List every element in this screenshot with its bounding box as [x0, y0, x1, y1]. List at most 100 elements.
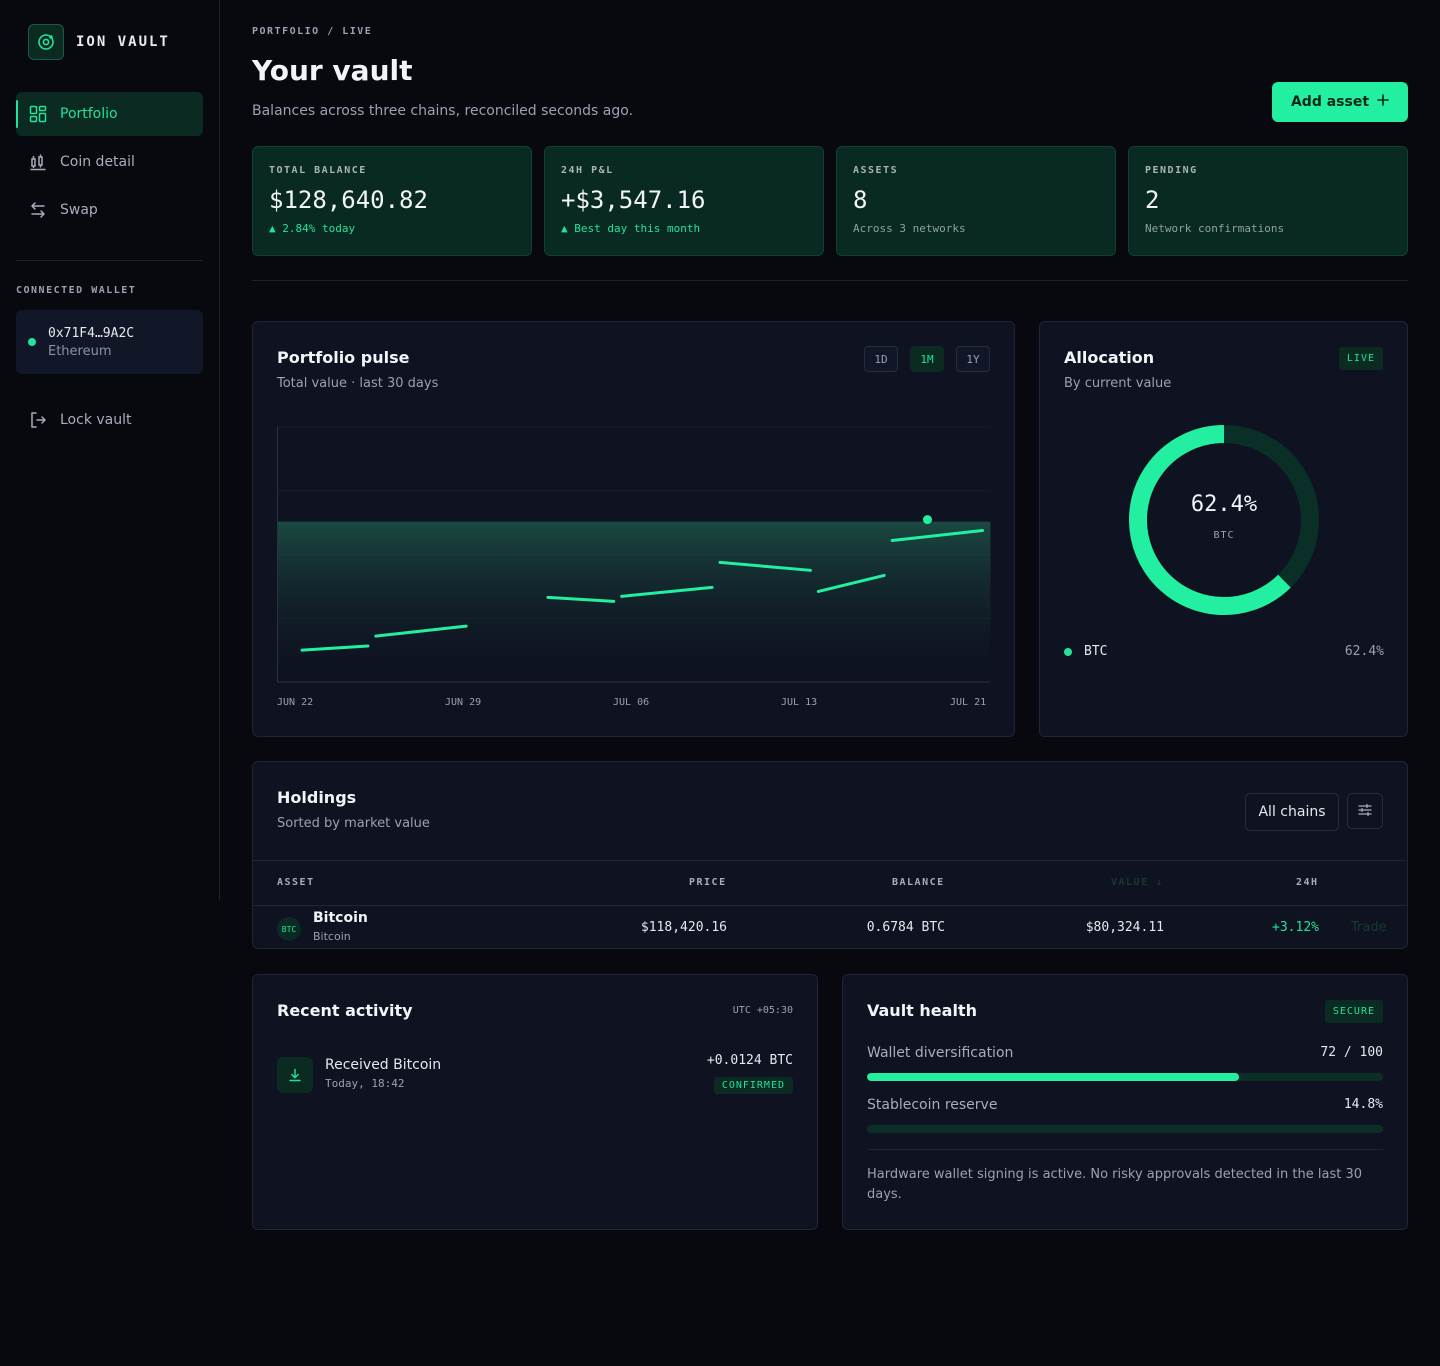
sidebar-item-label: Coin detail: [60, 154, 135, 170]
donut-center-label: BTC: [1213, 530, 1235, 541]
wallet-address: 0x71F4…9A2C: [48, 325, 135, 341]
logout-icon: [28, 410, 48, 430]
sidebar-item-label: Portfolio: [60, 106, 118, 122]
table-header: ASSET PRICE BALANCE VALUE ↓ 24H: [253, 860, 1407, 906]
column-header-balance[interactable]: BALANCE: [892, 877, 945, 888]
stat-value: 2: [1145, 186, 1160, 214]
swap-icon: [28, 200, 48, 220]
sidebar-divider: [16, 260, 203, 261]
add-asset-button[interactable]: Add asset: [1272, 82, 1408, 122]
page-title: Your vault: [252, 54, 413, 87]
line-segment: [816, 573, 886, 593]
stat-note: ▲ Best day this month: [561, 222, 701, 235]
timezone-label: UTC +05:30: [732, 1005, 793, 1016]
asset-value: $80,324.11: [1085, 920, 1164, 935]
recent-activity-card: Recent activity UTC +05:30 Received Bitc…: [252, 974, 818, 1230]
asset-name: Bitcoin: [313, 910, 368, 926]
secure-badge: SECURE: [1324, 1000, 1383, 1023]
add-asset-label: Add asset: [1290, 94, 1370, 110]
stat-card-pnl: 24H P&L +$3,547.16 ▲ Best day this month: [544, 146, 824, 256]
metric-value: 14.8%: [1343, 1097, 1383, 1112]
trade-button[interactable]: Trade: [1351, 920, 1387, 935]
range-1d-button[interactable]: 1D: [864, 346, 898, 372]
column-header-price[interactable]: PRICE: [689, 877, 727, 888]
line-segment: [620, 585, 714, 598]
line-segment: [546, 595, 616, 603]
stat-card-assets: ASSETS 8 Across 3 networks: [836, 146, 1116, 256]
donut-slice-btc: [1129, 425, 1291, 615]
sidebar: ION VAULT Portfolio Coin detail: [0, 0, 220, 900]
portfolio-pulse-card: Portfolio pulse Total value · last 30 da…: [252, 321, 1015, 737]
health-note: Hardware wallet signing is active. No ri…: [867, 1167, 1362, 1202]
section-divider: [252, 280, 1408, 281]
line-segment: [300, 644, 370, 652]
stats-row: TOTAL BALANCE $128,640.82 ▲ 2.84% today …: [252, 146, 1408, 256]
asset-balance: 0.6784 BTC: [866, 920, 945, 935]
health-metric-stablecoin: Stablecoin reserve 14.8%: [867, 1097, 1383, 1133]
legend-name: BTC: [1084, 644, 1108, 659]
lock-vault-label: Lock vault: [60, 412, 132, 428]
plus-icon: [1377, 94, 1389, 110]
x-tick-label: JUL 13: [781, 697, 818, 708]
brand-name: ION VAULT: [76, 34, 170, 50]
range-1m-button[interactable]: 1M: [910, 346, 944, 372]
stat-value: 8: [853, 186, 868, 214]
vault-logo-icon: [28, 24, 64, 60]
health-metric-diversification: Wallet diversification 72 / 100: [867, 1045, 1383, 1081]
metric-label: Wallet diversification: [867, 1045, 1014, 1061]
column-header-24h[interactable]: 24H: [1296, 877, 1319, 888]
x-tick-label: JUL 21: [950, 697, 987, 708]
grid-icon: [28, 104, 48, 124]
lock-vault-button[interactable]: Lock vault: [16, 398, 203, 442]
stat-note: ▲ 2.84% today: [269, 222, 356, 235]
stat-note: Network confirmations: [1145, 222, 1285, 235]
column-header-value[interactable]: VALUE ↓: [1111, 877, 1164, 888]
card-title: Holdings: [277, 788, 357, 807]
btc-coin-icon: BTC: [277, 917, 301, 941]
card-subtitle: By current value: [1064, 376, 1172, 391]
health-divider: [867, 1149, 1383, 1150]
candles-icon: [28, 152, 48, 172]
sidebar-item-swap[interactable]: Swap: [16, 188, 203, 232]
asset-network: Bitcoin: [313, 930, 351, 943]
wallet-network: Ethereum: [48, 343, 112, 359]
holdings-card: Holdings Sorted by market value All chai…: [252, 761, 1408, 949]
status-dot-icon: [28, 338, 36, 346]
connected-wallet[interactable]: 0x71F4…9A2C Ethereum: [16, 310, 203, 374]
sidebar-item-label: Swap: [60, 202, 98, 218]
table-row[interactable]: BTC Bitcoin Bitcoin $118,420.16 0.6784 B…: [253, 906, 1407, 948]
x-tick-label: JUN 22: [277, 697, 314, 708]
allocation-donut-chart: [1129, 425, 1319, 615]
status-badge: CONFIRMED: [713, 1077, 793, 1094]
metric-label: Stablecoin reserve: [867, 1097, 998, 1113]
card-title: Portfolio pulse: [277, 348, 410, 367]
last-data-point: [923, 515, 932, 525]
chart-area-fill: [277, 521, 991, 682]
card-title: Recent activity: [277, 1001, 413, 1020]
brand[interactable]: ION VAULT: [16, 24, 203, 60]
wallet-section-label: CONNECTED WALLET: [16, 285, 137, 296]
line-segment: [718, 560, 812, 572]
stat-label: ASSETS: [853, 165, 899, 176]
vault-health-card: Vault health SECURE Wallet diversificati…: [842, 974, 1408, 1230]
page-subtitle: Balances across three chains, reconciled…: [252, 103, 634, 119]
donut-center-value: 62.4%: [1190, 492, 1258, 517]
stat-value: +$3,547.16: [561, 186, 706, 214]
stat-card-total-balance: TOTAL BALANCE $128,640.82 ▲ 2.84% today: [252, 146, 532, 256]
progress-fill: [867, 1073, 1239, 1081]
filter-settings-button[interactable]: [1347, 793, 1383, 829]
x-tick-label: JUL 06: [613, 697, 650, 708]
activity-amount: +0.0124 BTC: [706, 1053, 793, 1068]
range-1y-button[interactable]: 1Y: [956, 346, 990, 372]
column-header-asset[interactable]: ASSET: [277, 877, 315, 888]
line-segment: [890, 529, 984, 542]
card-subtitle: Total value · last 30 days: [277, 376, 439, 391]
sidebar-item-coin-detail[interactable]: Coin detail: [16, 140, 203, 184]
line-segment: [374, 624, 468, 638]
x-tick-label: JUN 29: [445, 697, 482, 708]
activity-time: Today, 18:42: [325, 1077, 405, 1090]
sidebar-item-portfolio[interactable]: Portfolio: [16, 92, 203, 136]
chain-filter-button[interactable]: All chains: [1245, 793, 1339, 831]
progress-track: [867, 1073, 1383, 1081]
live-badge: LIVE: [1338, 347, 1383, 370]
